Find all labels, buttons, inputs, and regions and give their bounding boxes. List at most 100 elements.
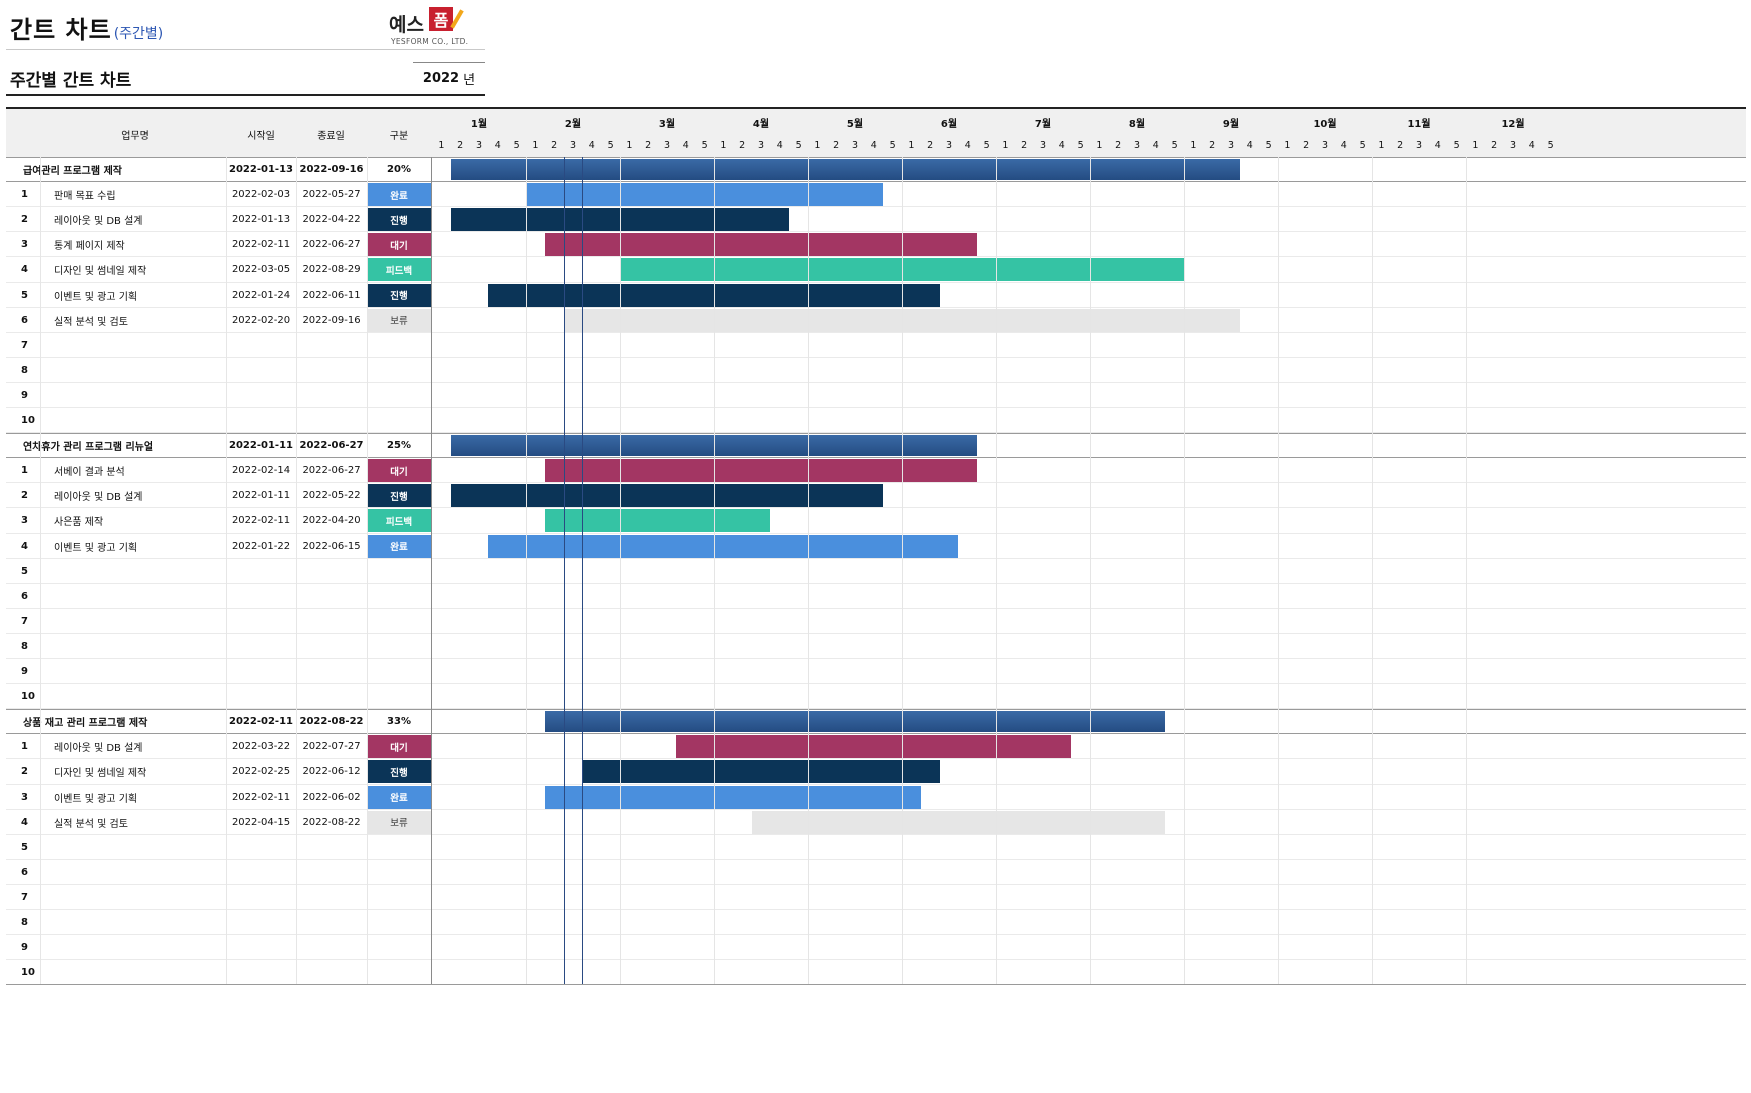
gantt-bar[interactable] [582,760,940,784]
week-label: 3 [475,139,483,151]
table-row[interactable]: 9 [6,383,1746,408]
status-badge[interactable]: 완료 [367,785,431,809]
table-row[interactable]: 7 [6,885,1746,910]
gantt-bar[interactable] [488,283,940,307]
row-number: 4 [21,264,28,276]
week-label: 2 [551,139,558,151]
group-end-date: 2022-06-27 [299,440,364,452]
status-badge[interactable]: 대기 [367,459,431,483]
gantt-bar[interactable] [488,534,959,558]
task-end-date: 2022-06-11 [302,289,361,301]
table-row[interactable]: 4 실적 분석 및 검토 2022-04-15 2022-08-22 보류 [6,810,1746,835]
column-header-start: 시작일 [247,130,275,142]
table-row[interactable]: 5 [6,559,1746,584]
status-badge[interactable]: 완료 [367,534,431,558]
table-row[interactable]: 1 레이아웃 및 DB 설계 2022-03-22 2022-07-27 대기 [6,734,1746,759]
task-end-date: 2022-09-16 [302,314,361,326]
row-number: 8 [21,364,28,376]
row-divider [6,783,1746,785]
gantt-bar-group[interactable] [450,159,1241,181]
row-number: 5 [21,565,28,577]
table-row[interactable]: 10 [6,684,1746,709]
table-row[interactable]: 10 [6,960,1746,985]
gantt-bar[interactable] [544,785,921,809]
table-row[interactable]: 1 서베이 결과 분석 2022-02-14 2022-06-27 대기 [6,458,1746,483]
gantt-bar[interactable] [544,233,978,257]
status-badge[interactable]: 보류 [367,810,431,834]
status-badge[interactable]: 대기 [367,233,431,257]
month-divider [1372,157,1373,986]
table-row[interactable]: 2 디자인 및 썸네일 제작 2022-02-25 2022-06-12 진행 [6,759,1746,784]
week-label: 1 [1190,139,1197,151]
table-row[interactable]: 7 [6,333,1746,358]
table-row[interactable]: 2 레이아웃 및 DB 설계 2022-01-13 2022-04-22 진행 [6,207,1746,232]
table-row[interactable]: 3 사은품 제작 2022-02-11 2022-04-20 피드백 [6,508,1746,533]
gantt-bar-group[interactable] [544,711,1166,733]
table-row[interactable]: 2 레이아웃 및 DB 설계 2022-01-11 2022-05-22 진행 [6,483,1746,508]
table-row[interactable]: 5 이벤트 및 광고 기획 2022-01-24 2022-06-11 진행 [6,283,1746,308]
week-label: 1 [532,139,539,151]
gantt-bar[interactable] [450,484,884,508]
table-row[interactable]: 8 [6,634,1746,659]
table-row[interactable]: 9 [6,935,1746,960]
gantt-bar[interactable] [544,509,771,533]
group-top-divider [6,157,1746,158]
year-field[interactable]: 2022 년 [413,62,485,94]
table-row[interactable]: 9 [6,659,1746,684]
grid-line-vertical [1278,157,1279,986]
table-row[interactable]: 1 판매 목표 수립 2022-02-03 2022-05-27 완료 [6,182,1746,207]
gantt-bar[interactable] [544,459,978,483]
grid-line-vertical [996,157,997,986]
logo-subtext: YESFORM CO., LTD. [391,37,469,46]
gantt-bar[interactable] [563,308,1241,332]
table-row[interactable]: 4 이벤트 및 광고 기획 2022-01-22 2022-06-15 완료 [6,534,1746,559]
status-badge[interactable]: 피드백 [367,258,431,282]
table-row[interactable]: 6 실적 분석 및 검토 2022-02-20 2022-09-16 보류 [6,308,1746,333]
row-number: 2 [21,490,28,502]
table-row[interactable]: 8 [6,910,1746,935]
task-name: 사은품 제작 [54,517,104,529]
group-top-divider [6,709,1746,711]
status-badge[interactable]: 보류 [367,308,431,332]
table-row[interactable]: 3 이벤트 및 광고 기획 2022-02-11 2022-06-02 완료 [6,785,1746,810]
status-badge[interactable]: 완료 [367,183,431,207]
week-label: 4 [682,139,689,151]
gantt-bar[interactable] [751,810,1166,834]
table-row[interactable]: 4 디자인 및 썸네일 제작 2022-03-05 2022-08-29 피드백 [6,257,1746,282]
month-divider [1466,157,1467,986]
status-badge[interactable]: 진행 [367,760,431,784]
gantt-bar[interactable] [676,735,1072,759]
group-row[interactable]: 연차휴가 관리 프로그램 리뉴얼 2022-01-11 2022-06-27 25% [6,433,1746,458]
week-label: 2 [1303,139,1310,151]
gantt-bar[interactable] [450,208,790,232]
group-top-divider [6,433,1746,435]
table-row[interactable]: 8 [6,358,1746,383]
week-label: 3 [569,139,577,151]
status-badge[interactable]: 진행 [367,484,431,508]
company-logo: 예스 폼 YESFORM CO., LTD. [389,6,471,48]
status-badge[interactable]: 진행 [367,283,431,307]
status-badge[interactable]: 진행 [367,208,431,232]
month-divider [996,157,997,986]
section-divider [6,94,485,96]
group-row[interactable]: 상품 재고 관리 프로그램 제작 2022-02-11 2022-08-22 33% [6,709,1746,734]
row-number: 5 [21,289,28,301]
week-label: 5 [1265,139,1272,151]
task-start-date: 2022-02-11 [231,239,291,251]
task-start-date: 2022-01-22 [231,540,291,552]
today-marker-start [563,157,565,986]
group-row[interactable]: 급여관리 프로그램 제작 2022-01-13 2022-09-16 20% [6,157,1746,182]
status-badge[interactable]: 피드백 [367,509,431,533]
table-row[interactable]: 5 [6,835,1746,860]
table-row[interactable]: 6 [6,584,1746,609]
gantt-bar[interactable] [526,183,884,207]
group-progress: 33% [387,716,411,728]
status-badge[interactable]: 대기 [367,735,431,759]
table-row[interactable]: 10 [6,408,1746,433]
row-number: 8 [21,640,28,652]
table-row[interactable]: 7 [6,609,1746,634]
table-row[interactable]: 3 통계 페이지 제작 2022-02-11 2022-06-27 대기 [6,232,1746,257]
row-number: 1 [21,741,28,753]
logo-mark: 폼 [429,7,453,31]
table-row[interactable]: 6 [6,860,1746,885]
